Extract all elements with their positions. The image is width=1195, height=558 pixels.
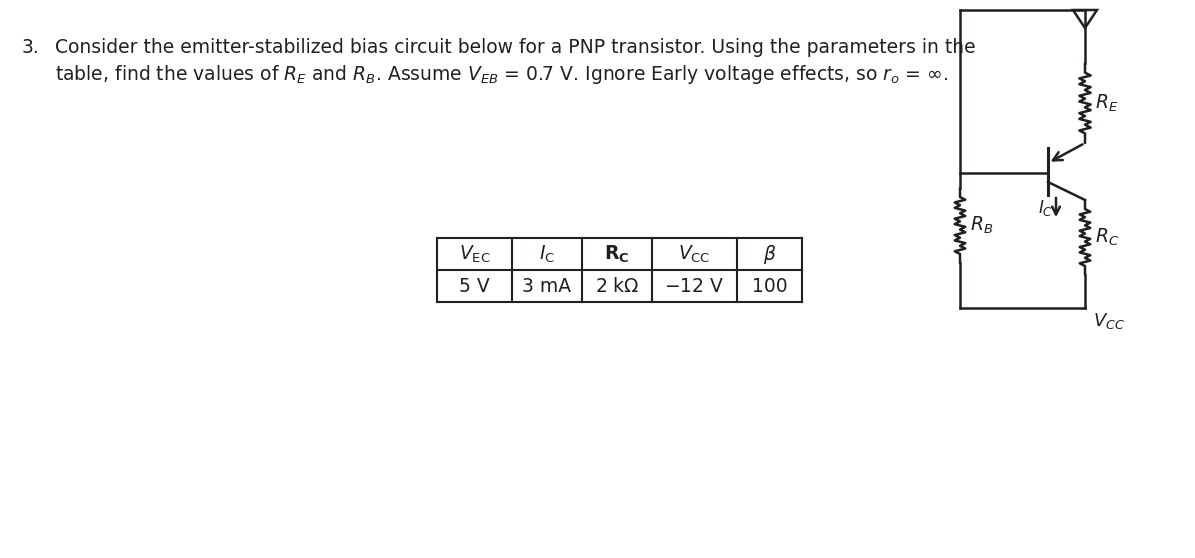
Text: Consider the emitter-stabilized bias circuit below for a PNP transistor. Using t: Consider the emitter-stabilized bias cir… (55, 38, 975, 57)
Text: 3.: 3. (22, 38, 39, 57)
Text: 100: 100 (752, 277, 788, 296)
Text: 3 mA: 3 mA (522, 277, 571, 296)
Text: $R_C$: $R_C$ (1095, 227, 1120, 248)
Text: $I_C$: $I_C$ (1038, 198, 1053, 218)
Text: $R_B$: $R_B$ (970, 215, 993, 236)
Text: 5 V: 5 V (459, 277, 490, 296)
Text: $R_E$: $R_E$ (1095, 93, 1119, 114)
Text: $V_\mathrm{CC}$: $V_\mathrm{CC}$ (679, 243, 711, 264)
Text: $I_\mathrm{C}$: $I_\mathrm{C}$ (539, 243, 554, 264)
Text: 2 k$\Omega$: 2 k$\Omega$ (595, 277, 639, 296)
Text: $V_\mathrm{EC}$: $V_\mathrm{EC}$ (459, 243, 490, 264)
Text: $\beta$: $\beta$ (762, 243, 777, 266)
Text: $\mathbf{R_C}$: $\mathbf{R_C}$ (605, 243, 630, 264)
Text: $-$12 V: $-$12 V (664, 277, 724, 296)
Text: $V_{CC}$: $V_{CC}$ (1093, 311, 1124, 331)
Text: table, find the values of $R_E$ and $R_B$. Assume $V_{EB}$ = 0.7 V. Ignore Early: table, find the values of $R_E$ and $R_B… (55, 63, 948, 86)
